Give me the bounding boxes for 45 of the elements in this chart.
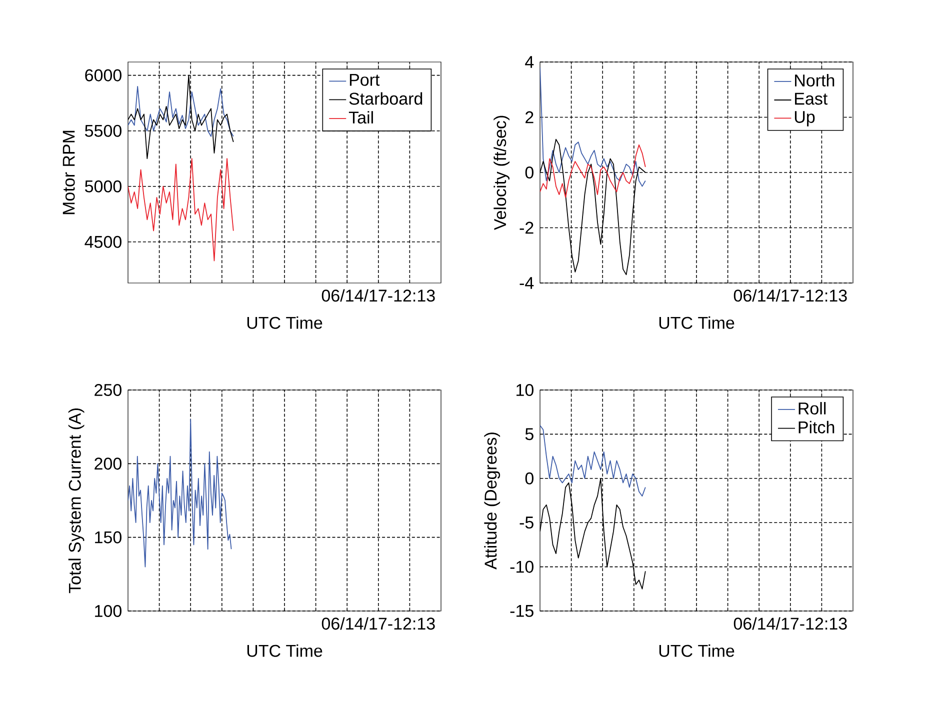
y-tick-label: -2 [520,222,534,234]
y-tick-label: 10 [516,384,534,396]
legend-label: Starboard [349,92,422,105]
y-tick-label: 0 [525,472,534,484]
x-axis-title: UTC Time [247,316,322,329]
text: 06/14/17-12:13 [734,289,847,302]
text: 06/14/17-12:13 [322,617,435,630]
y-tick-label: -4 [520,277,534,289]
y-tick-label: 5500 [85,124,122,137]
y-tick-label: -10 [510,560,534,573]
x-axis-title: UTC Time [659,316,734,329]
y-axis-title: Motor RPM [62,130,75,214]
y-tick-label: 100 [95,604,122,618]
y-tick-label: 150 [95,531,122,544]
y-tick-label: 2 [526,111,534,124]
line-series [128,419,232,568]
line-series [540,67,646,187]
legend-label: Tail [348,111,373,124]
y-tick-label: 6000 [85,69,122,82]
y-tick-label: 200 [94,458,122,470]
line-series [128,158,234,262]
legend-label: Port [350,74,380,86]
y-tick-label: 4500 [84,236,122,248]
y-axis-title: Velocity (ft/sec) [494,116,510,230]
legend-label: East [795,92,828,105]
text: 06/14/17-12:13 [322,289,435,302]
legend-label: Up [794,111,815,126]
y-tick-label: 5 [525,428,534,440]
line-series [540,424,646,497]
legend-label: North [795,74,834,87]
y-tick-label: 4 [525,56,534,68]
line-series [128,86,234,137]
x-axis-title: UTC Time [247,644,322,657]
y-tick-label: 5000 [85,180,122,192]
y-axis-title: Attitude (Degrees) [484,432,500,570]
y-tick-label: 250 [94,384,122,396]
y-axis-title: Total System Current (A) [68,408,84,594]
y-tick-label: 0 [525,166,534,179]
x-axis-title: UTC Time [659,644,734,657]
text: 06/14/17-12:13 [734,617,847,630]
y-tick-label: -15 [510,605,534,617]
line-series [540,144,646,198]
legend-label: Roll [798,402,826,415]
legend-label: Pitch [798,420,834,434]
y-tick-label: -5 [520,516,534,529]
